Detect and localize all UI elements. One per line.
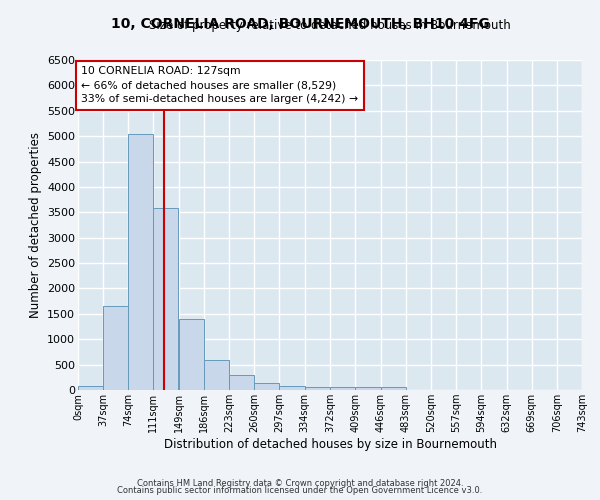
Bar bbox=[305, 387, 329, 390]
Bar bbox=[355, 387, 380, 390]
Bar bbox=[204, 360, 229, 390]
Text: 10 CORNELIA ROAD: 127sqm
← 66% of detached houses are smaller (8,529)
33% of sem: 10 CORNELIA ROAD: 127sqm ← 66% of detach… bbox=[82, 66, 359, 104]
Text: 10, CORNELIA ROAD, BOURNEMOUTH, BH10 4FG: 10, CORNELIA ROAD, BOURNEMOUTH, BH10 4FG bbox=[110, 18, 490, 32]
Bar bbox=[78, 386, 103, 390]
Bar bbox=[179, 320, 204, 390]
Bar bbox=[229, 376, 254, 390]
Bar bbox=[331, 387, 355, 390]
Text: Contains HM Land Registry data © Crown copyright and database right 2024.: Contains HM Land Registry data © Crown c… bbox=[137, 478, 463, 488]
Y-axis label: Number of detached properties: Number of detached properties bbox=[29, 132, 41, 318]
Title: Size of property relative to detached houses in Bournemouth: Size of property relative to detached ho… bbox=[149, 20, 511, 32]
Bar bbox=[153, 208, 178, 390]
Text: Contains public sector information licensed under the Open Government Licence v3: Contains public sector information licen… bbox=[118, 486, 482, 495]
Bar bbox=[380, 386, 406, 390]
Bar bbox=[254, 383, 280, 390]
Bar bbox=[128, 134, 153, 390]
Bar bbox=[280, 386, 305, 390]
X-axis label: Distribution of detached houses by size in Bournemouth: Distribution of detached houses by size … bbox=[163, 438, 497, 451]
Bar bbox=[103, 306, 128, 390]
